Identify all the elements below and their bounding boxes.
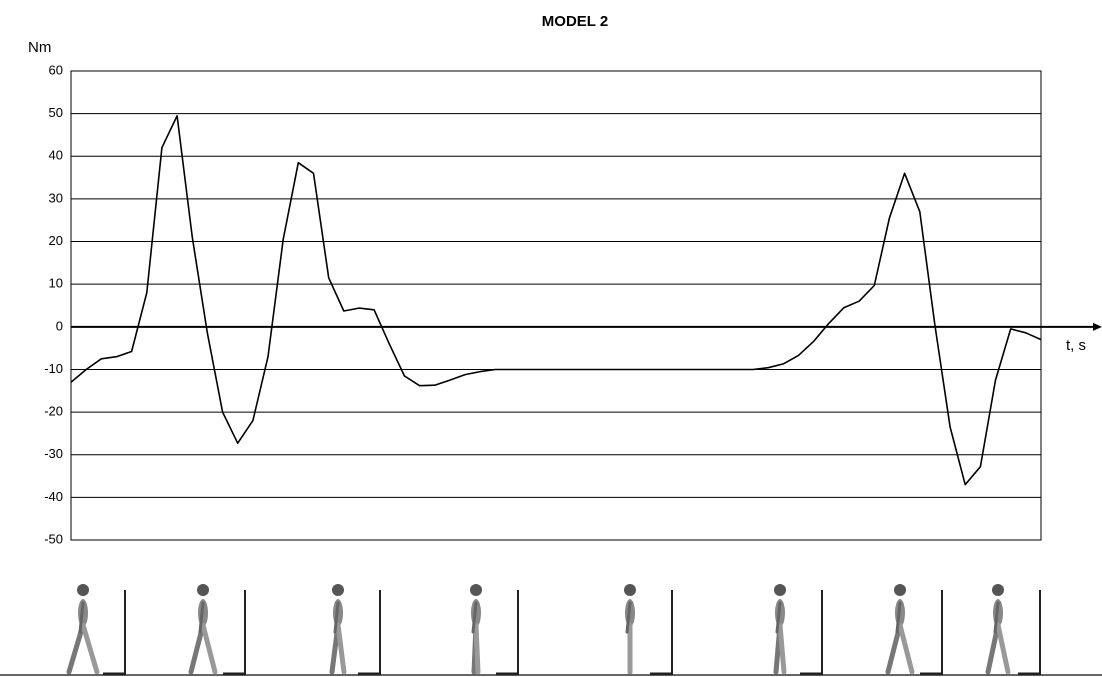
y-tick-label: -50 <box>44 531 63 546</box>
y-tick-label: 40 <box>49 148 63 163</box>
y-tick-label: 20 <box>49 233 63 248</box>
y-tick-label: 50 <box>49 105 63 120</box>
walking-figure <box>624 584 673 676</box>
y-tick-label: -20 <box>44 404 63 419</box>
chart-title: MODEL 2 <box>542 13 608 30</box>
y-tick-label: 0 <box>56 318 63 333</box>
x-axis-arrow <box>1093 322 1102 331</box>
walking-figure <box>329 584 381 676</box>
y-tick-label: -10 <box>44 361 63 376</box>
walking-figure <box>470 584 519 676</box>
y-tick-label: 30 <box>49 190 63 205</box>
walking-figure <box>66 584 126 676</box>
y-axis-label: Nm <box>28 39 51 56</box>
y-tick-label: 60 <box>49 62 63 77</box>
x-axis-label: t, s <box>1066 337 1086 354</box>
plot-frame <box>70 70 1042 541</box>
walking-figure <box>885 584 943 676</box>
line-series <box>70 115 1042 486</box>
walking-figure <box>985 584 1041 676</box>
y-tick-label: -40 <box>44 489 63 504</box>
y-tick-label: -30 <box>44 446 63 461</box>
walking-figure <box>188 584 246 676</box>
walking-figure <box>773 584 823 676</box>
y-tick-label: 10 <box>49 276 63 291</box>
